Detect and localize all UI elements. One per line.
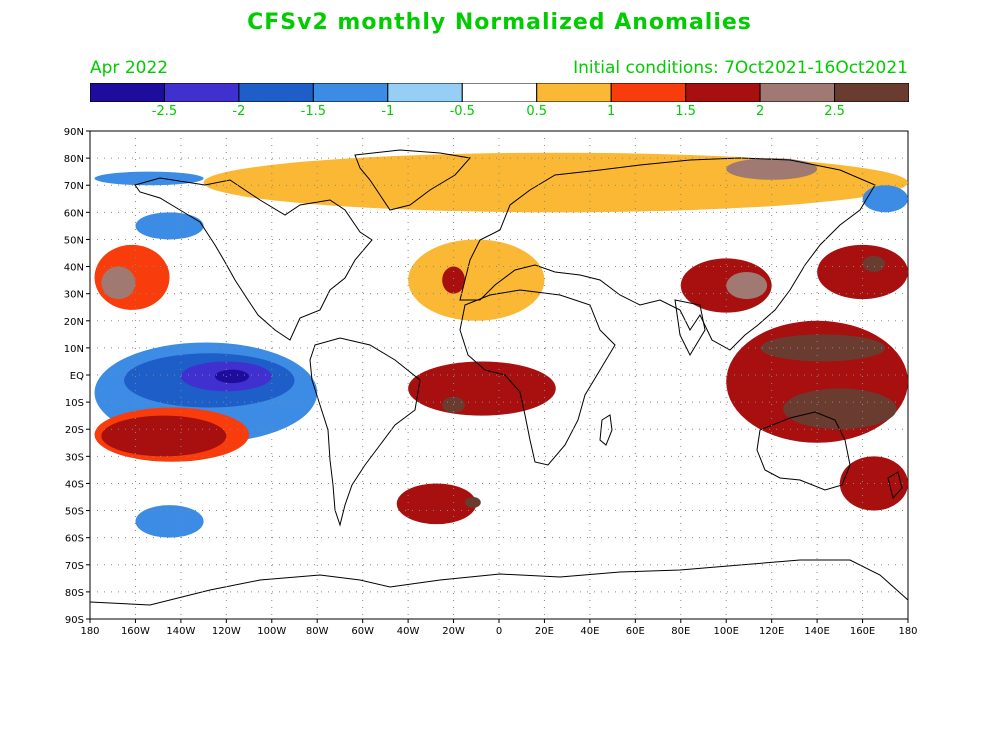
antarctica-coast	[89, 559, 909, 606]
lat-tick-label: 90N	[64, 127, 84, 138]
map-title: CFSv2 monthly Normalized Anomalies	[247, 10, 752, 35]
lon-tick-label: 140W	[166, 626, 195, 637]
lon-tick-label: 60E	[626, 626, 645, 637]
anomaly-region	[839, 456, 909, 511]
anomaly-region	[862, 255, 886, 272]
lat-tick-label: 70N	[64, 181, 84, 192]
lon-tick-label: 160W	[121, 626, 150, 637]
anomaly-region	[94, 171, 204, 186]
lon-tick-label: 120W	[212, 626, 241, 637]
new-zealand-coast	[887, 471, 903, 500]
india-coast	[674, 299, 706, 357]
colorbar	[90, 83, 909, 102]
lon-tick-label: 40E	[580, 626, 599, 637]
lat-tick-label: 50N	[64, 235, 84, 246]
anomaly-region	[408, 361, 556, 416]
dotted-grid	[90, 131, 908, 619]
anomaly-region	[101, 266, 136, 300]
lat-tick-label: 60N	[64, 208, 84, 219]
anomaly-region	[408, 239, 545, 321]
colorbar-tick-label: 0.5	[526, 104, 548, 119]
africa-coast	[459, 289, 616, 466]
north-america-coast	[134, 177, 373, 341]
colorbar-tick-label: 2	[755, 104, 765, 119]
lat-tick-label: 80N	[64, 154, 84, 165]
anomaly-region	[442, 266, 465, 294]
lon-tick-label: 160E	[850, 626, 875, 637]
anomaly-region	[396, 483, 477, 525]
lon-tick-label: 100E	[714, 626, 739, 637]
lon-tick-label: 180	[80, 626, 99, 637]
colorbar-tick-label: 2.5	[824, 104, 845, 119]
initial-conditions: Initial conditions: 7Oct2021-16Oct2021	[573, 58, 908, 78]
anomaly-region	[726, 158, 818, 180]
lat-tick-label: 50S	[65, 507, 84, 518]
lat-tick-label: 90S	[65, 615, 84, 626]
colorbar-tick-label: 1	[607, 104, 616, 119]
lat-tick-label: 30S	[65, 452, 84, 463]
lon-tick-label: 60W	[351, 626, 374, 637]
colorbar-tick-label: -0.5	[449, 104, 475, 119]
colorbar-labels: -2.5 -2 -1.5 -1 -0.5 0.5 1 1.5 2 2.5	[0, 104, 999, 124]
lat-tick-label: 10N	[64, 344, 84, 355]
australia-coast	[756, 411, 851, 491]
colorbar-tick-label: 1.5	[675, 104, 696, 119]
lon-tick-label: 0	[496, 626, 502, 637]
anomaly-region	[783, 388, 897, 430]
lon-tick-label: 20W	[442, 626, 465, 637]
lat-tick-label: 40N	[64, 263, 84, 274]
lat-tick-label: 20S	[65, 425, 84, 436]
lon-tick-label: 100W	[257, 626, 286, 637]
lat-tick-label: 80S	[65, 588, 84, 599]
lat-tick-label: EQ	[70, 371, 84, 382]
colorbar-tick-label: -2.5	[151, 104, 178, 119]
anomaly-shading	[94, 152, 909, 538]
coastlines	[89, 149, 909, 606]
anomaly-region	[101, 415, 227, 457]
lon-tick-label: 120E	[759, 626, 784, 637]
lon-tick-label: 80E	[671, 626, 690, 637]
lon-tick-label: 80W	[306, 626, 329, 637]
lat-tick-label: 70S	[65, 561, 84, 572]
colorbar-swatch	[834, 83, 909, 102]
anomaly-region	[464, 497, 481, 508]
greenland-coast	[354, 149, 471, 211]
lat-tick-label: 10S	[65, 398, 84, 409]
south-america-coast	[309, 337, 421, 527]
anomaly-region	[760, 334, 886, 362]
colorbar-tick-label: -1.5	[300, 104, 327, 119]
anomaly-region	[135, 212, 204, 240]
lon-tick-label: 140E	[804, 626, 829, 637]
lat-tick-label: 40S	[65, 479, 84, 490]
madagascar-coast	[599, 414, 613, 446]
lat-tick-label: 30N	[64, 290, 84, 301]
latitude-labels: 90N 80N 70N 60N 50N 40N 30N 20N 10N EQ 10S 20S 30S 40…	[64, 127, 90, 626]
colorbar-tick-label: -1	[381, 104, 395, 119]
lat-tick-label: 20N	[64, 317, 84, 328]
eurasia-coast	[459, 157, 876, 351]
anomaly-region	[214, 369, 250, 384]
valid-month: Apr 2022	[90, 58, 169, 78]
anomaly-region	[862, 185, 908, 213]
anomaly-region	[726, 271, 768, 300]
lon-tick-label: 40W	[397, 626, 420, 637]
lon-tick-label: 20E	[535, 626, 554, 637]
lat-tick-label: 60S	[65, 534, 84, 545]
anomaly-region	[135, 505, 204, 538]
longitude-labels: 180 160W 140W 120W 100W 80W 60W 40W 20W 0 20E 40E 60…	[80, 619, 918, 637]
lon-tick-label: 180	[898, 626, 917, 637]
colorbar-tick-label: -2	[232, 104, 246, 119]
